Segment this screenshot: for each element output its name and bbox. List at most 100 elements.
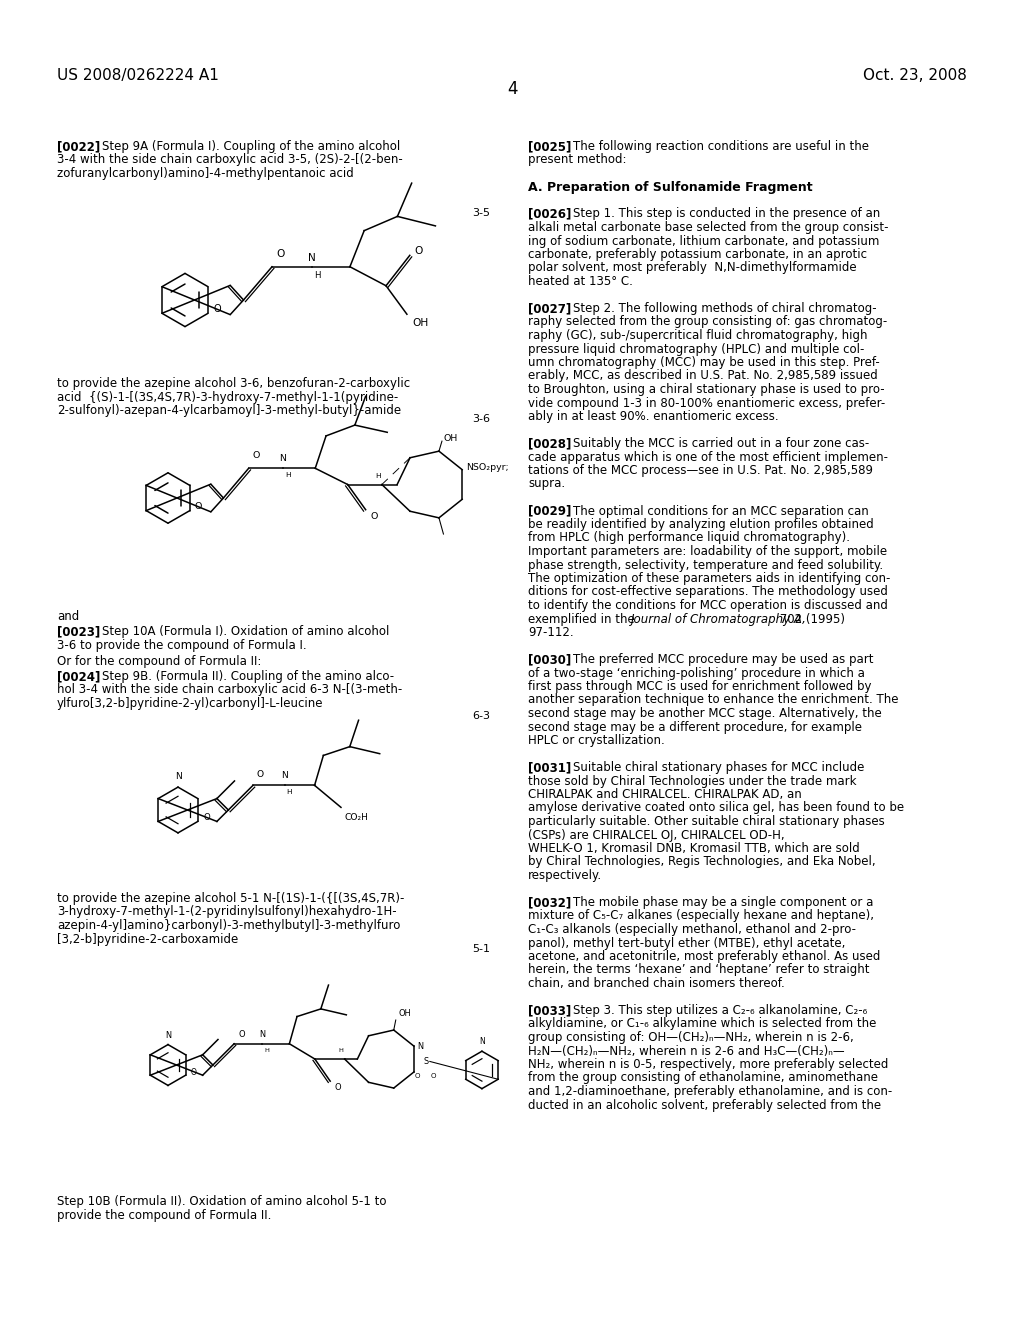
Text: 5-1: 5-1 — [472, 945, 490, 954]
Text: O: O — [239, 1030, 245, 1039]
Text: The mobile phase may be a single component or a: The mobile phase may be a single compone… — [573, 896, 873, 909]
Text: N: N — [280, 454, 287, 463]
Text: first pass through MCC is used for enrichment followed by: first pass through MCC is used for enric… — [528, 680, 871, 693]
Text: 6-3: 6-3 — [472, 711, 490, 721]
Text: O: O — [213, 304, 221, 314]
Text: O: O — [334, 1084, 341, 1092]
Text: OH: OH — [412, 318, 428, 329]
Text: CO₂H: CO₂H — [345, 813, 369, 822]
Text: NH₂, wherein n is 0-5, respectively, more preferably selected: NH₂, wherein n is 0-5, respectively, mor… — [528, 1059, 889, 1071]
Text: Journal of Chromatography A,: Journal of Chromatography A, — [631, 612, 807, 626]
Text: another separation technique to enhance the enrichment. The: another separation technique to enhance … — [528, 693, 898, 706]
Text: to provide the azepine alcohol 5-1 N-[(1S)-1-({[(3S,4S,7R)-: to provide the azepine alcohol 5-1 N-[(1… — [57, 892, 404, 906]
Text: S: S — [423, 1057, 428, 1067]
Text: provide the compound of Formula II.: provide the compound of Formula II. — [57, 1209, 271, 1221]
Text: raphy selected from the group consisting of: gas chromatog-: raphy selected from the group consisting… — [528, 315, 887, 329]
Text: The preferred MCC procedure may be used as part: The preferred MCC procedure may be used … — [573, 653, 873, 667]
Text: The optimal conditions for an MCC separation can: The optimal conditions for an MCC separa… — [573, 504, 868, 517]
Text: O: O — [371, 512, 378, 520]
Text: carbonate, preferably potassium carbonate, in an aprotic: carbonate, preferably potassium carbonat… — [528, 248, 867, 261]
Text: polar solvent, most preferably  N,N-dimethylformamide: polar solvent, most preferably N,N-dimet… — [528, 261, 857, 275]
Text: to Broughton, using a chiral stationary phase is used to pro-: to Broughton, using a chiral stationary … — [528, 383, 885, 396]
Text: N: N — [175, 772, 181, 781]
Text: be readily identified by analyzing elution profiles obtained: be readily identified by analyzing eluti… — [528, 517, 873, 531]
Text: 3-6 to provide the compound of Formula I.: 3-6 to provide the compound of Formula I… — [57, 639, 306, 652]
Text: A. Preparation of Sulfonamide Fragment: A. Preparation of Sulfonamide Fragment — [528, 181, 813, 194]
Text: [0024]: [0024] — [57, 671, 100, 682]
Text: from the group consisting of ethanolamine, aminomethane: from the group consisting of ethanolamin… — [528, 1072, 878, 1085]
Text: 4: 4 — [507, 81, 517, 98]
Text: O: O — [203, 813, 210, 822]
Text: Oct. 23, 2008: Oct. 23, 2008 — [863, 69, 967, 83]
Text: second stage may be another MCC stage. Alternatively, the: second stage may be another MCC stage. A… — [528, 708, 882, 719]
Text: NSO₂pyr;: NSO₂pyr; — [466, 463, 509, 473]
Text: Important parameters are: loadability of the support, mobile: Important parameters are: loadability of… — [528, 545, 887, 558]
Text: Step 1. This step is conducted in the presence of an: Step 1. This step is conducted in the pr… — [573, 207, 881, 220]
Text: [0029]: [0029] — [528, 504, 571, 517]
Text: N: N — [417, 1041, 423, 1051]
Text: hol 3-4 with the side chain carboxylic acid 6-3 N-[(3-meth-: hol 3-4 with the side chain carboxylic a… — [57, 684, 402, 697]
Text: 2-sulfonyl)-azepan-4-ylcarbamoyl]-3-methyl-butyl}-amide: 2-sulfonyl)-azepan-4-ylcarbamoyl]-3-meth… — [57, 404, 401, 417]
Text: N: N — [479, 1038, 484, 1047]
Text: [0025]: [0025] — [528, 140, 571, 153]
Text: N: N — [282, 771, 288, 780]
Text: H: H — [287, 789, 292, 796]
Text: Or for the compound of Formula II:: Or for the compound of Formula II: — [57, 655, 261, 668]
Text: 97-112.: 97-112. — [528, 626, 573, 639]
Text: O: O — [415, 247, 423, 256]
Text: and 1,2-diaminoethane, preferably ethanolamine, and is con-: and 1,2-diaminoethane, preferably ethano… — [528, 1085, 892, 1098]
Text: 3-5: 3-5 — [472, 209, 490, 218]
Text: to provide the azepine alcohol 3-6, benzofuran-2-carboxylic: to provide the azepine alcohol 3-6, benz… — [57, 378, 411, 389]
Text: ducted in an alcoholic solvent, preferably selected from the: ducted in an alcoholic solvent, preferab… — [528, 1098, 881, 1111]
Text: by Chiral Technologies, Regis Technologies, and Eka Nobel,: by Chiral Technologies, Regis Technologi… — [528, 855, 876, 869]
Text: 3-6: 3-6 — [472, 414, 490, 424]
Text: N: N — [308, 252, 315, 263]
Text: O: O — [415, 1073, 421, 1080]
Text: CHIRALPAK and CHIRALCEL. CHIRALPAK AD, an: CHIRALPAK and CHIRALCEL. CHIRALPAK AD, a… — [528, 788, 802, 801]
Text: H: H — [314, 271, 321, 280]
Text: [3,2-b]pyridine-2-carboxamide: [3,2-b]pyridine-2-carboxamide — [57, 932, 239, 945]
Text: from HPLC (high performance liquid chromatography).: from HPLC (high performance liquid chrom… — [528, 532, 850, 544]
Text: pressure liquid chromatography (HPLC) and multiple col-: pressure liquid chromatography (HPLC) an… — [528, 342, 864, 355]
Text: [0030]: [0030] — [528, 653, 571, 667]
Text: second stage may be a different procedure, for example: second stage may be a different procedur… — [528, 721, 862, 734]
Text: ylfuro[3,2-b]pyridine-2-yl)carbonyl]-L-leucine: ylfuro[3,2-b]pyridine-2-yl)carbonyl]-L-l… — [57, 697, 324, 710]
Text: Step 2. The following methods of chiral chromatog-: Step 2. The following methods of chiral … — [573, 302, 877, 315]
Text: azepin-4-yl]amino}carbonyl)-3-methylbutyl]-3-methylfuro: azepin-4-yl]amino}carbonyl)-3-methylbuty… — [57, 919, 400, 932]
Text: ditions for cost-effective separations. The methodology used: ditions for cost-effective separations. … — [528, 586, 888, 598]
Text: Step 9B. (Formula II). Coupling of the amino alco-: Step 9B. (Formula II). Coupling of the a… — [102, 671, 394, 682]
Text: particularly suitable. Other suitable chiral stationary phases: particularly suitable. Other suitable ch… — [528, 814, 885, 828]
Text: N: N — [165, 1031, 171, 1040]
Text: [0031]: [0031] — [528, 762, 571, 774]
Text: group consisting of: OH—(CH₂)ₙ—NH₂, wherein n is 2-6,: group consisting of: OH—(CH₂)ₙ—NH₂, wher… — [528, 1031, 854, 1044]
Text: O: O — [253, 451, 260, 461]
Text: HPLC or crystallization.: HPLC or crystallization. — [528, 734, 665, 747]
Text: (CSPs) are CHIRALCEL OJ, CHIRALCEL OD-H,: (CSPs) are CHIRALCEL OJ, CHIRALCEL OD-H, — [528, 829, 784, 842]
Text: 702 (1995): 702 (1995) — [776, 612, 845, 626]
Text: ing of sodium carbonate, lithium carbonate, and potassium: ing of sodium carbonate, lithium carbona… — [528, 235, 880, 248]
Text: C₁-C₃ alkanols (especially methanol, ethanol and 2-pro-: C₁-C₃ alkanols (especially methanol, eth… — [528, 923, 856, 936]
Text: alkyldiamine, or C₁-₆ alkylamine which is selected from the: alkyldiamine, or C₁-₆ alkylamine which i… — [528, 1018, 877, 1031]
Text: present method:: present method: — [528, 153, 627, 166]
Text: H: H — [285, 473, 291, 478]
Text: OH: OH — [444, 434, 458, 444]
Text: [0023]: [0023] — [57, 626, 100, 639]
Text: [0032]: [0032] — [528, 896, 571, 909]
Text: chain, and branched chain isomers thereof.: chain, and branched chain isomers thereo… — [528, 977, 784, 990]
Text: mixture of C₅-C₇ alkanes (especially hexane and heptane),: mixture of C₅-C₇ alkanes (especially hex… — [528, 909, 874, 923]
Text: cade apparatus which is one of the most efficient implemen-: cade apparatus which is one of the most … — [528, 450, 888, 463]
Text: umn chromatography (MCC) may be used in this step. Pref-: umn chromatography (MCC) may be used in … — [528, 356, 880, 370]
Text: O: O — [195, 502, 202, 511]
Text: those sold by Chiral Technologies under the trade mark: those sold by Chiral Technologies under … — [528, 775, 856, 788]
Text: erably, MCC, as described in U.S. Pat. No. 2,985,589 issued: erably, MCC, as described in U.S. Pat. N… — [528, 370, 878, 383]
Text: 3-hydroxy-7-methyl-1-(2-pyridinylsulfonyl)hexahydro-1H-: 3-hydroxy-7-methyl-1-(2-pyridinylsulfony… — [57, 906, 396, 919]
Text: amylose derivative coated onto silica gel, has been found to be: amylose derivative coated onto silica ge… — [528, 801, 904, 814]
Text: H: H — [264, 1048, 269, 1053]
Text: of a two-stage ‘enriching-polishing’ procedure in which a: of a two-stage ‘enriching-polishing’ pro… — [528, 667, 865, 680]
Text: supra.: supra. — [528, 478, 565, 491]
Text: [0033]: [0033] — [528, 1005, 571, 1016]
Text: Suitable chiral stationary phases for MCC include: Suitable chiral stationary phases for MC… — [573, 762, 864, 774]
Text: tations of the MCC process—see in U.S. Pat. No. 2,985,589: tations of the MCC process—see in U.S. P… — [528, 465, 873, 477]
Text: exemplified in the: exemplified in the — [528, 612, 639, 626]
Text: OH: OH — [398, 1008, 412, 1018]
